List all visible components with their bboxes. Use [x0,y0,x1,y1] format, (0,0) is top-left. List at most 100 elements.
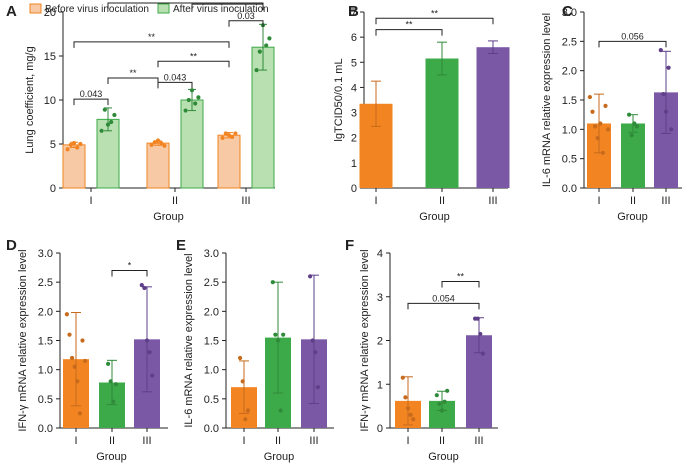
x-axis-label-E: Group [264,451,295,463]
legend-label-before: Before virus inoculation [45,4,149,15]
x-tick-label-A: I [89,195,92,207]
data-point-A [159,141,164,146]
data-point-C [598,121,603,126]
significance-label-A: ** [129,68,137,78]
data-point-A [257,49,262,54]
data-point-C [595,136,600,141]
data-point-E [315,385,320,390]
data-point-A [152,140,157,145]
data-point-F [405,406,411,411]
data-point-C [606,127,611,132]
data-point-A [267,36,272,41]
data-point-C [603,103,608,108]
significance-label-B: ** [405,20,413,30]
data-point-E [238,355,243,361]
significance-label-A: 0.043 [164,72,187,82]
panel-letter-A: A [6,3,17,20]
data-point-A [105,122,111,127]
x-tick-label-B: I [374,195,377,207]
y-tick-label-D: 1.5 [38,336,53,348]
data-point-C [590,109,595,114]
data-point-C [587,94,593,100]
data-point-C [666,65,671,70]
x-axis-label-F: Group [428,451,459,463]
data-point-D [150,373,155,378]
y-tick-label-E: 0.5 [204,394,219,406]
significance-bracket-B [375,29,443,36]
data-point-E [270,280,275,285]
data-point-F [400,375,405,380]
data-point-D [83,358,88,364]
data-point-C [661,92,666,97]
y-tick-label-E: 2.5 [204,277,219,289]
y-tick-label-D: 2.0 [38,306,53,318]
x-axis-label-D: Group [96,451,127,463]
x-tick-label-F: II [439,435,445,447]
panel-letter-F: F [345,237,354,254]
y-tick-label-B: 0 [351,183,357,195]
significance-bracket-A [228,20,264,27]
y-tick-label-A: 0 [50,183,56,195]
data-point-D [139,282,144,288]
data-point-D [75,379,80,384]
x-tick-label-C: I [597,195,600,207]
significance-bracket-A [73,98,109,106]
significance-bracket-B [375,17,494,25]
y-tick-label-B: 2 [351,133,357,145]
y-tick-label-C: 1.0 [562,124,577,136]
data-point-E [310,338,315,343]
y-tick-label-B: 4 [351,82,357,94]
data-point-E [308,274,313,279]
bar-A-II-s0 [146,142,170,189]
x-tick-label-A: II [172,195,178,207]
data-point-A [65,147,70,152]
data-point-C [658,48,663,53]
significance-label-A: ** [148,32,156,42]
data-point-A [223,131,228,136]
y-tick-label-A: 15 [44,51,56,63]
x-tick-label-D: I [74,435,77,447]
data-point-D [80,338,85,343]
significance-bracket-F [407,302,480,310]
significance-label-A: 0.043 [80,89,103,99]
data-point-D [72,364,77,369]
x-axis-label-C: Group [617,211,648,223]
data-point-C [629,133,634,138]
significance-bracket-C [598,40,667,48]
data-point-F [437,401,442,407]
data-point-A [193,101,198,106]
y-tick-label-F: 2 [377,336,383,348]
data-point-A [102,107,107,112]
x-tick-label-B: III [488,195,497,207]
data-point-F [411,417,416,422]
y-tick-label-E: 1.0 [204,365,219,377]
data-point-A [183,108,188,113]
y-axis-label-D: IFN-γ mRNA relative expression level [17,249,29,431]
x-axis-label-A: Group [153,211,184,223]
data-point-D [142,285,147,291]
y-tick-label-B: 1 [351,158,357,170]
bar-C-II [621,123,645,188]
data-point-F [480,351,485,356]
y-tick-label-A: 20 [44,7,56,19]
data-point-F [475,316,480,321]
data-point-A [189,88,195,93]
significance-bracket-A [73,41,230,48]
y-tick-label-D: 0.0 [38,423,53,435]
data-point-D [113,382,118,387]
data-point-A [99,128,104,133]
legend-label-after: After virus inoculation [173,4,269,15]
legend-swatch-after [157,3,170,14]
y-tick-label-C: 2.0 [562,66,577,78]
significance-label-B: ** [431,8,439,18]
data-point-E [273,332,278,337]
data-point-D [106,361,111,366]
data-point-F [408,412,413,417]
data-point-E [243,417,248,422]
significance-bracket-F [441,280,480,288]
data-point-C [593,124,598,129]
data-point-A [186,97,191,103]
y-tick-label-A: 10 [44,95,56,107]
data-point-E [275,338,281,343]
